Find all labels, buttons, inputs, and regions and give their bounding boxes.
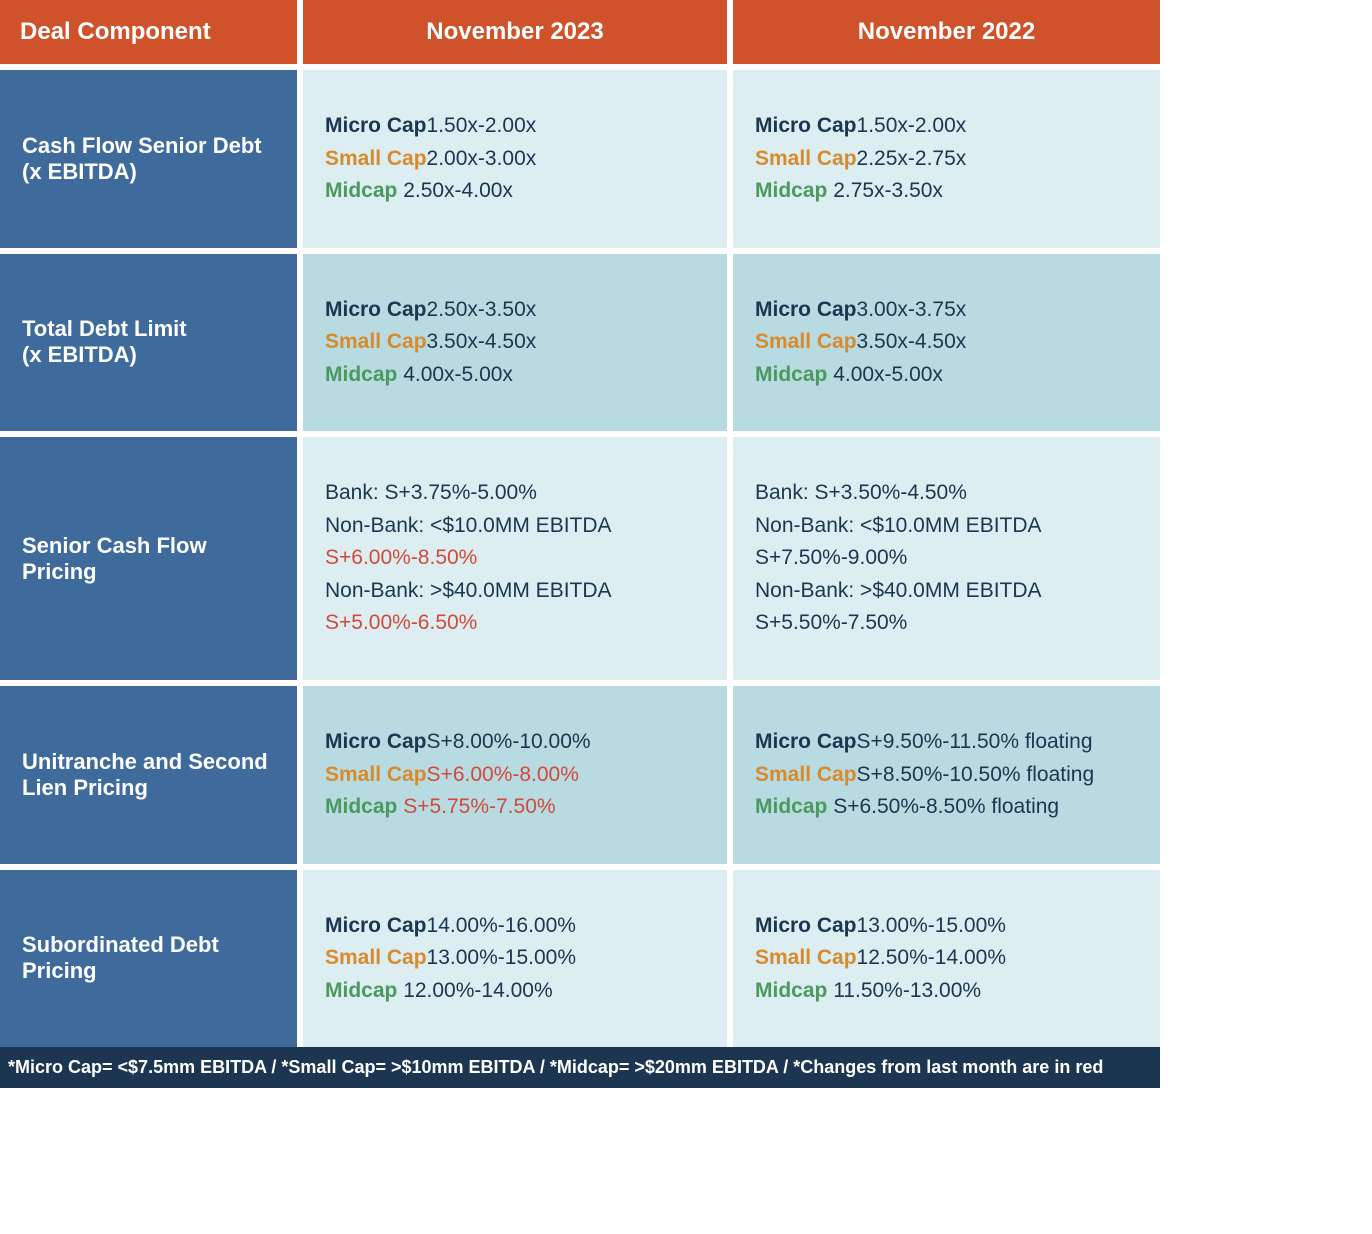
midcap-value: 11.50%-13.00% — [833, 979, 981, 1002]
row-label-text: Subordinated Debt Pricing — [22, 932, 219, 983]
micro-cap-label: Micro Cap — [755, 730, 857, 753]
micro-cap-label: Micro Cap — [755, 114, 857, 137]
small-cap-value: S+6.00%-8.00% — [427, 763, 579, 786]
micro-cap-value: 1.50x-2.00x — [857, 114, 967, 137]
midcap-value: 4.00x-5.00x — [403, 363, 513, 386]
cell-sub-a: Micro Cap14.00%-16.00% Small Cap13.00%-1… — [300, 867, 730, 1048]
micro-cap-label: Micro Cap — [325, 114, 427, 137]
cell-scfp-b: Bank: S+3.50%-4.50% Non-Bank: <$10.0MM E… — [730, 434, 1160, 683]
row-label-text: Total Debt Limit (x EBITDA) — [22, 316, 187, 367]
midcap-label: Midcap — [755, 179, 827, 202]
table-row: Total Debt Limit (x EBITDA) Micro Cap2.5… — [0, 251, 1160, 435]
col-period-b: November 2022 — [730, 0, 1160, 67]
row-label-text: Unitranche and Second Lien Pricing — [22, 749, 268, 800]
micro-cap-label: Micro Cap — [755, 298, 857, 321]
row-label-text: Cash Flow Senior Debt (x EBITDA) — [22, 133, 262, 184]
micro-cap-value: 14.00%-16.00% — [427, 914, 576, 937]
cell-cfsd-a: Micro Cap1.50x-2.00x Small Cap2.00x-3.00… — [300, 67, 730, 251]
midcap-value: 2.50x-4.00x — [403, 179, 513, 202]
micro-cap-label: Micro Cap — [325, 914, 427, 937]
small-cap-label: Small Cap — [325, 946, 427, 969]
midcap-label: Midcap — [755, 363, 827, 386]
bank-line: Bank: S+3.50%-4.50% — [755, 477, 1138, 510]
nonbank-small-prefix: Non-Bank: <$10.0MM EBITDA — [325, 514, 610, 537]
small-cap-value: 13.00%-15.00% — [427, 946, 576, 969]
table-row: Unitranche and Second Lien Pricing Micro… — [0, 683, 1160, 867]
small-cap-label: Small Cap — [325, 147, 427, 170]
col-period-a: November 2023 — [300, 0, 730, 67]
deal-comparison-table: Deal Component November 2023 November 20… — [0, 0, 1160, 1088]
table-row: Senior Cash Flow Pricing Bank: S+3.75%-5… — [0, 434, 1160, 683]
cell-uni-a: Micro CapS+8.00%-10.00% Small CapS+6.00%… — [300, 683, 730, 867]
cell-sub-b: Micro Cap13.00%-15.00% Small Cap12.50%-1… — [730, 867, 1160, 1048]
small-cap-label: Small Cap — [755, 946, 857, 969]
cell-cfsd-b: Micro Cap1.50x-2.00x Small Cap2.25x-2.75… — [730, 67, 1160, 251]
cell-scfp-a: Bank: S+3.75%-5.00% Non-Bank: <$10.0MM E… — [300, 434, 730, 683]
midcap-label: Midcap — [755, 979, 827, 1002]
row-label-unitranche: Unitranche and Second Lien Pricing — [0, 683, 300, 867]
small-cap-label: Small Cap — [755, 330, 857, 353]
midcap-label: Midcap — [325, 795, 397, 818]
micro-cap-value: 13.00%-15.00% — [857, 914, 1006, 937]
midcap-label: Midcap — [325, 179, 397, 202]
midcap-value: 4.00x-5.00x — [833, 363, 943, 386]
row-label-cash-flow-senior-debt: Cash Flow Senior Debt (x EBITDA) — [0, 67, 300, 251]
nonbank-large-value: S+5.00%-6.50% — [325, 611, 477, 634]
small-cap-label: Small Cap — [325, 763, 427, 786]
micro-cap-value: 2.50x-3.50x — [427, 298, 537, 321]
bank-value: S+3.75%-5.00% — [385, 481, 537, 504]
small-cap-label: Small Cap — [755, 147, 857, 170]
table-row: Cash Flow Senior Debt (x EBITDA) Micro C… — [0, 67, 1160, 251]
midcap-value: 2.75x-3.50x — [833, 179, 943, 202]
nonbank-large-line: Non-Bank: >$40.0MM EBITDA S+5.50%-7.50% — [755, 575, 1138, 640]
table: Deal Component November 2023 November 20… — [0, 0, 1160, 1047]
micro-cap-label: Micro Cap — [325, 298, 427, 321]
midcap-label: Midcap — [755, 795, 827, 818]
small-cap-label: Small Cap — [325, 330, 427, 353]
midcap-label: Midcap — [325, 979, 397, 1002]
footnote: *Micro Cap= <$7.5mm EBITDA / *Small Cap=… — [0, 1047, 1160, 1088]
small-cap-value: 3.50x-4.50x — [857, 330, 967, 353]
micro-cap-label: Micro Cap — [755, 914, 857, 937]
midcap-label: Midcap — [325, 363, 397, 386]
micro-cap-value: 1.50x-2.00x — [427, 114, 537, 137]
small-cap-value: 3.50x-4.50x — [427, 330, 537, 353]
cell-tdl-b: Micro Cap3.00x-3.75x Small Cap3.50x-4.50… — [730, 251, 1160, 435]
micro-cap-value: S+9.50%-11.50% floating — [857, 730, 1093, 753]
small-cap-value: 2.25x-2.75x — [857, 147, 967, 170]
table-header-row: Deal Component November 2023 November 20… — [0, 0, 1160, 67]
midcap-value: S+5.75%-7.50% — [403, 795, 555, 818]
midcap-value: 12.00%-14.00% — [403, 979, 552, 1002]
row-label-sub-debt: Subordinated Debt Pricing — [0, 867, 300, 1048]
row-label-senior-cf-pricing: Senior Cash Flow Pricing — [0, 434, 300, 683]
micro-cap-value: 3.00x-3.75x — [857, 298, 967, 321]
table-row: Subordinated Debt Pricing Micro Cap14.00… — [0, 867, 1160, 1048]
row-label-total-debt-limit: Total Debt Limit (x EBITDA) — [0, 251, 300, 435]
row-label-text: Senior Cash Flow Pricing — [22, 533, 207, 584]
small-cap-value: 2.00x-3.00x — [427, 147, 537, 170]
micro-cap-label: Micro Cap — [325, 730, 427, 753]
col-deal-component: Deal Component — [0, 0, 300, 67]
micro-cap-value: S+8.00%-10.00% — [427, 730, 591, 753]
bank-prefix: Bank: — [325, 481, 385, 504]
cell-tdl-a: Micro Cap2.50x-3.50x Small Cap3.50x-4.50… — [300, 251, 730, 435]
small-cap-value: 12.50%-14.00% — [857, 946, 1006, 969]
nonbank-small-value: S+6.00%-8.50% — [325, 546, 477, 569]
midcap-value: S+6.50%-8.50% floating — [833, 795, 1059, 818]
nonbank-large-prefix: Non-Bank: >$40.0MM EBITDA — [325, 579, 610, 602]
small-cap-label: Small Cap — [755, 763, 857, 786]
small-cap-value: S+8.50%-10.50% floating — [857, 763, 1095, 786]
cell-uni-b: Micro CapS+9.50%-11.50% floating Small C… — [730, 683, 1160, 867]
nonbank-small-line: Non-Bank: <$10.0MM EBITDA S+7.50%-9.00% — [755, 510, 1138, 575]
